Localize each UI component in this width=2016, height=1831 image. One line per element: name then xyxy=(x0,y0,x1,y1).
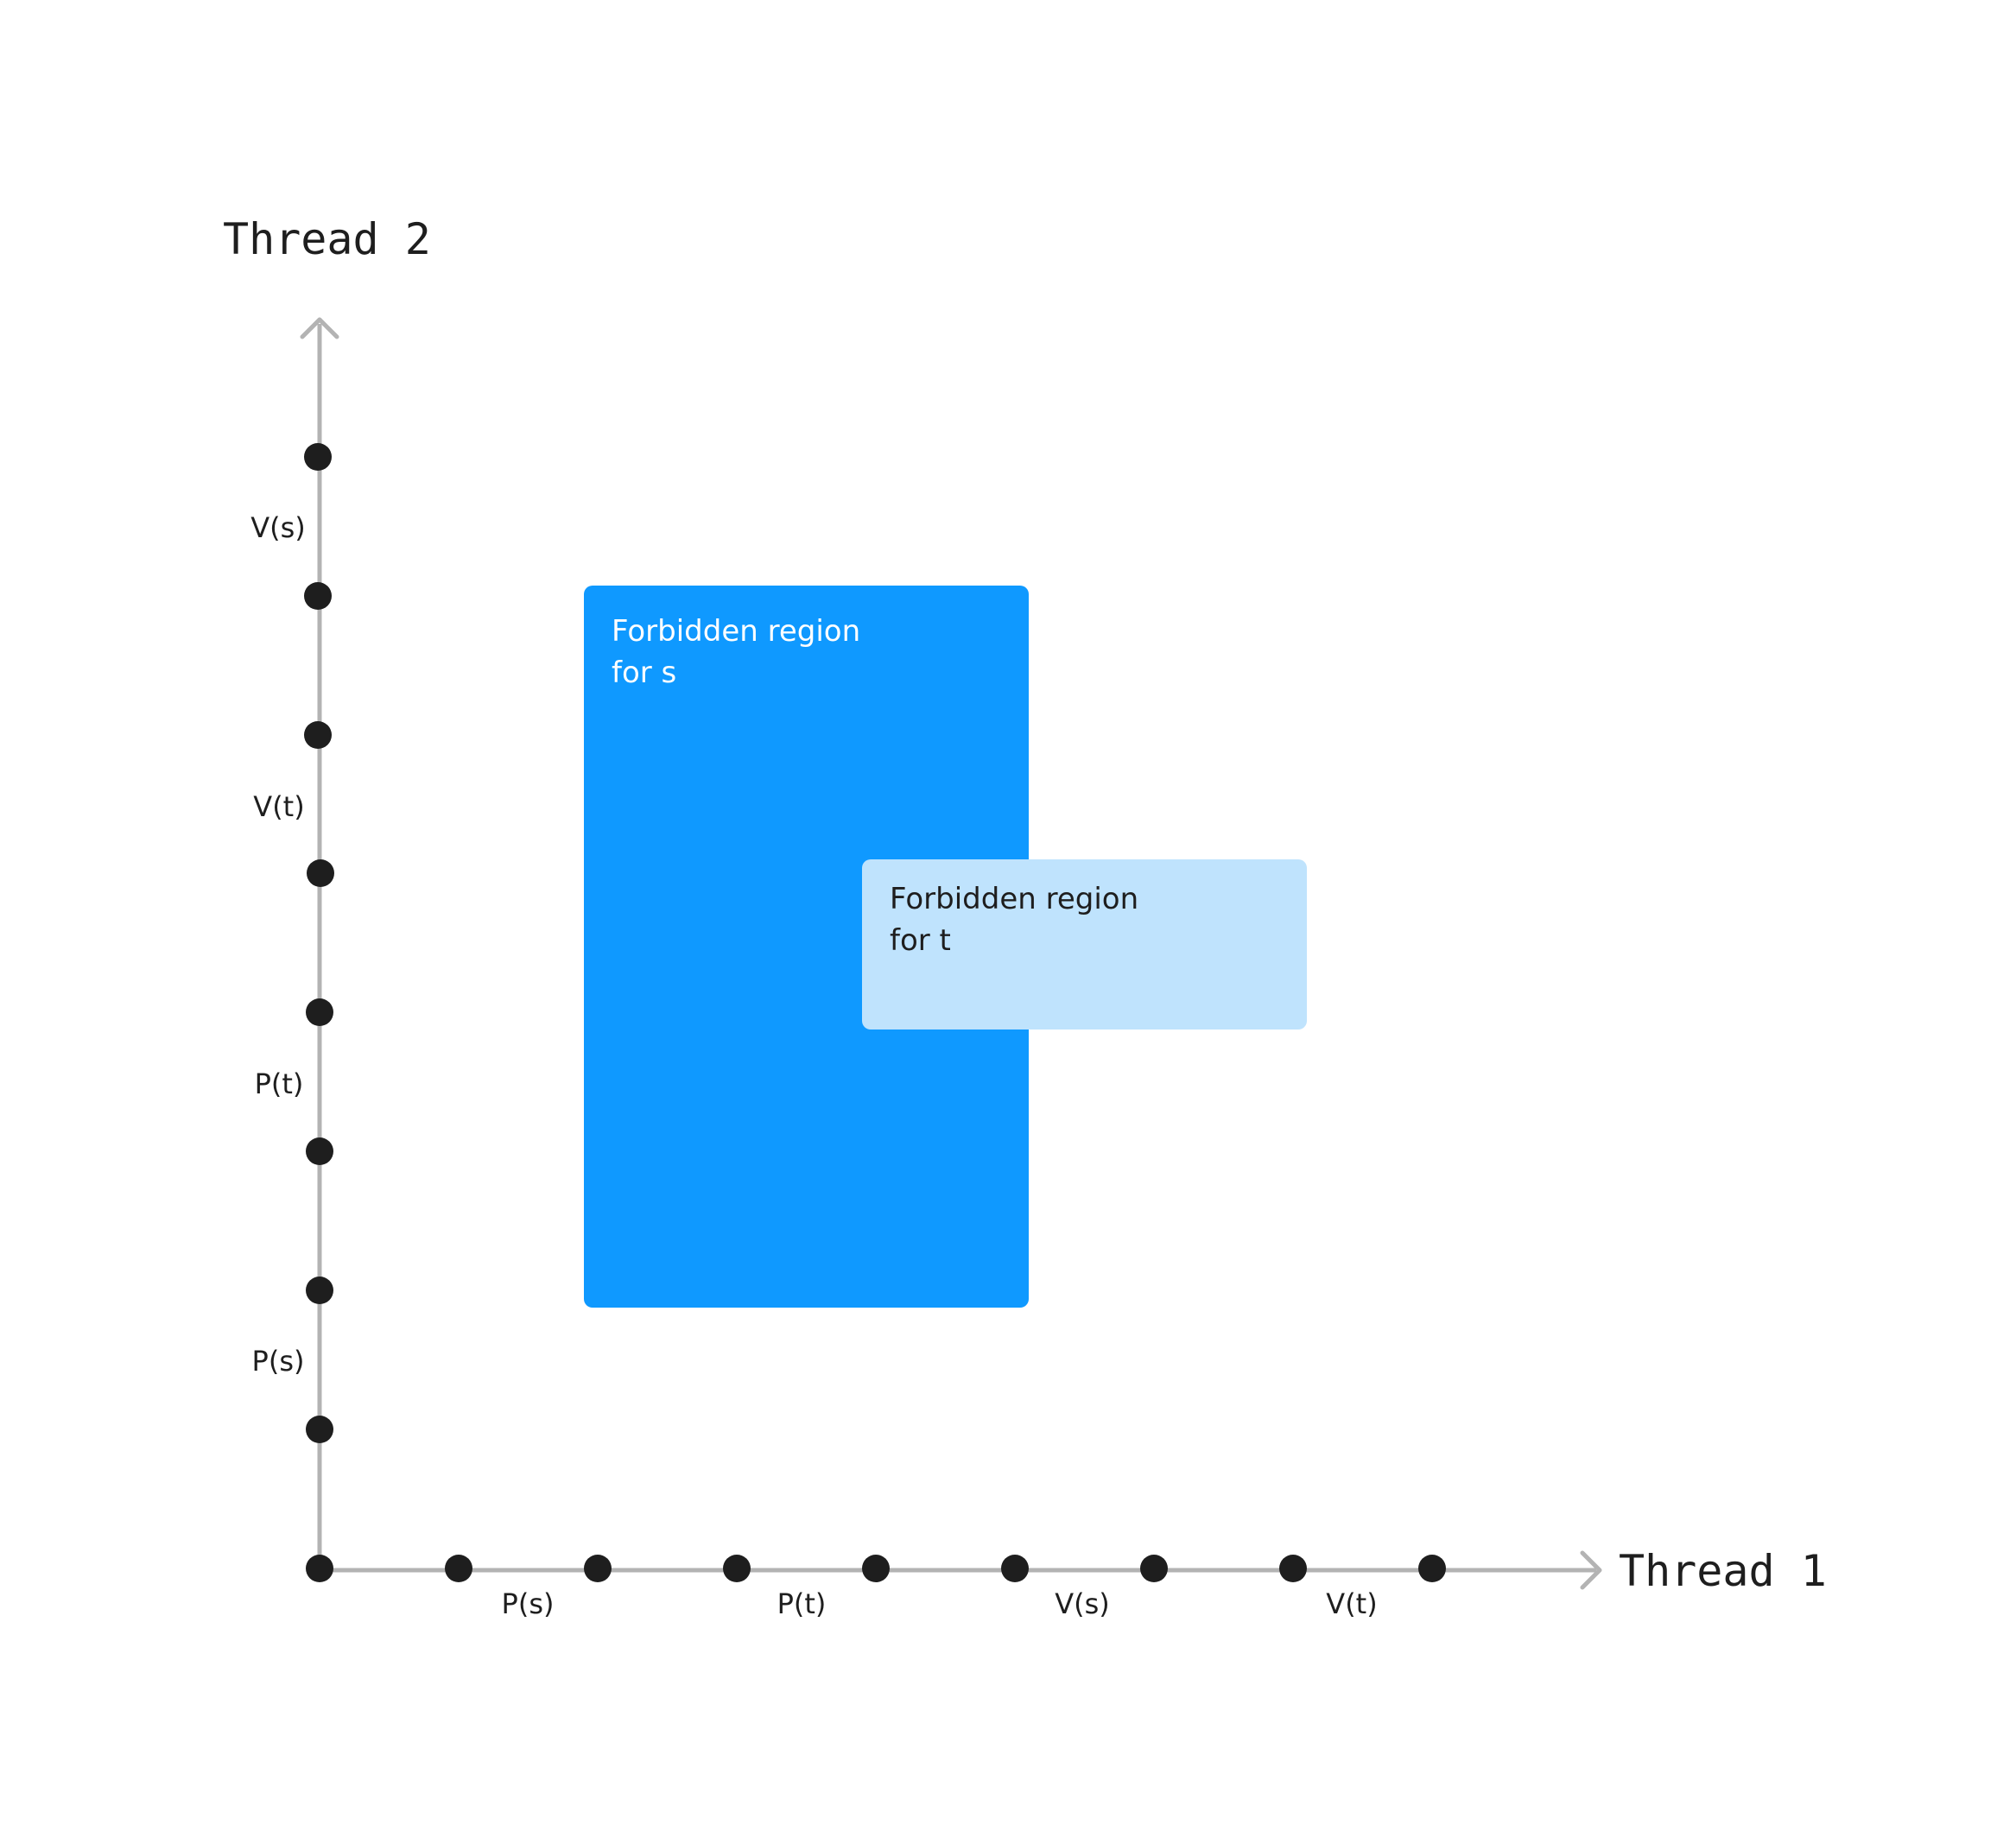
x-segment-label: P(t) xyxy=(777,1587,827,1620)
x-segment-label: V(s) xyxy=(1055,1587,1110,1620)
x-segment-label: V(t) xyxy=(1326,1587,1377,1620)
y-segment-label: V(s) xyxy=(250,511,306,544)
x-axis-title: Thread 1 xyxy=(1619,1546,1827,1596)
x-axis-node xyxy=(862,1555,890,1582)
y-axis-node xyxy=(306,1277,333,1304)
y-axis-arrow-icon xyxy=(300,317,339,339)
y-axis-node xyxy=(304,721,332,749)
forbidden-region-t xyxy=(862,859,1307,1030)
x-axis-node xyxy=(1140,1555,1168,1582)
region-s-label-line1: Forbidden region xyxy=(612,614,860,649)
y-axis-node xyxy=(304,582,332,610)
y-axis-title: Thread 2 xyxy=(223,214,431,264)
x-axis-node xyxy=(723,1555,751,1582)
forbidden-region-s xyxy=(584,586,1029,1308)
y-segment-label: P(t) xyxy=(255,1068,304,1100)
region-t-label-line1: Forbidden region xyxy=(890,882,1138,916)
x-axis-node xyxy=(1001,1555,1029,1582)
region-t-label-line2: for t xyxy=(890,923,951,958)
x-axis-node xyxy=(1418,1555,1446,1582)
x-axis-arrow-icon xyxy=(1580,1550,1602,1590)
y-axis-node xyxy=(304,443,332,471)
y-axis-node xyxy=(306,1416,333,1443)
y-segment-label: P(s) xyxy=(252,1345,305,1378)
region-s-label-line2: for s xyxy=(612,656,676,690)
y-segment-label: V(t) xyxy=(253,790,304,823)
x-axis-node xyxy=(445,1555,472,1582)
y-axis-node xyxy=(307,859,334,887)
x-segment-label: P(s) xyxy=(502,1587,555,1620)
x-axis-node xyxy=(1279,1555,1307,1582)
x-axis-node xyxy=(584,1555,612,1582)
y-axis-node xyxy=(306,998,333,1026)
origin-node xyxy=(306,1555,333,1582)
y-axis-node xyxy=(306,1137,333,1165)
